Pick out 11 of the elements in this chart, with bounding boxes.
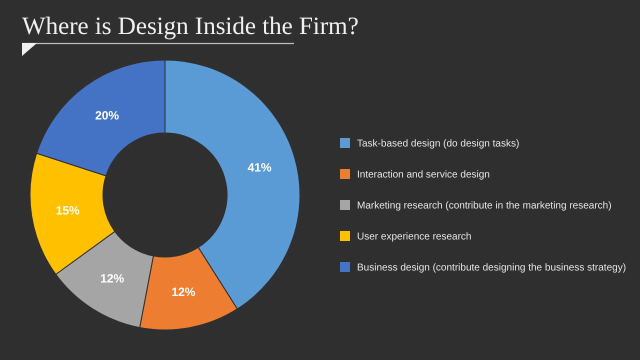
- legend-label: Business design (contribute designing the business strategy): [357, 262, 626, 274]
- data-label: 20%: [95, 108, 120, 123]
- legend-label: User experience research: [357, 232, 472, 242]
- chart-title: Where is Design Inside the Firm?: [22, 13, 359, 40]
- data-label: 12%: [171, 284, 196, 299]
- data-label: 12%: [100, 271, 125, 286]
- data-label: 41%: [248, 160, 272, 175]
- legend-label: Interaction and service design: [357, 170, 490, 180]
- legend-label: Task-based design (do design tasks): [357, 138, 520, 150]
- data-label: 15%: [56, 204, 80, 218]
- legend-label: Marketing research (contribute in the marketing research): [357, 200, 612, 212]
